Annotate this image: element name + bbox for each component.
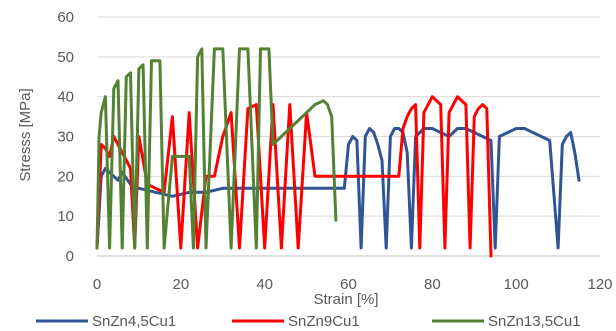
y-tick-label: 40 [57, 89, 74, 106]
x-tick-label: 0 [93, 276, 101, 293]
x-tick-label: 60 [340, 276, 357, 293]
legend-label: SnZn9Cu1 [288, 313, 360, 330]
series-line-2 [95, 95, 493, 258]
x-tick-label: 20 [172, 276, 189, 293]
legend-label: SnZn13,5Cu1 [488, 313, 581, 330]
x-tick-label: 120 [587, 276, 612, 293]
y-axis-title: Stresss [MPa] [17, 88, 34, 181]
y-tick-labels: 0 10 20 30 40 50 60 [57, 9, 74, 265]
legend: SnZn4,5Cu1 SnZn9Cu1 SnZn13,5Cu1 [36, 313, 581, 330]
y-tick-label: 10 [57, 208, 74, 225]
legend-label: SnZn4,5Cu1 [92, 313, 176, 330]
x-tick-labels: 0 20 40 60 80 100 120 [93, 276, 613, 293]
gridlines [97, 16, 600, 217]
x-tick-label: 40 [256, 276, 273, 293]
series-line-3 [95, 47, 338, 250]
y-tick-label: 50 [57, 49, 74, 66]
x-tick-label: 80 [424, 276, 441, 293]
y-tick-label: 30 [57, 129, 74, 146]
x-tick-label: 100 [504, 276, 529, 293]
series-line-1 [95, 127, 581, 250]
x-axis-title: Strain [%] [313, 291, 378, 308]
y-tick-label: 20 [57, 168, 74, 185]
series-group [95, 47, 581, 258]
y-tick-label: 0 [66, 248, 74, 265]
y-tick-label: 60 [57, 9, 74, 26]
